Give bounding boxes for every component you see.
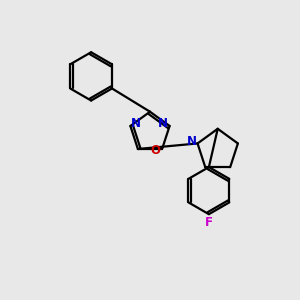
Text: N: N — [131, 116, 141, 130]
Text: N: N — [187, 136, 197, 148]
Text: N: N — [158, 116, 168, 130]
Text: F: F — [205, 216, 213, 229]
Text: O: O — [151, 144, 160, 157]
